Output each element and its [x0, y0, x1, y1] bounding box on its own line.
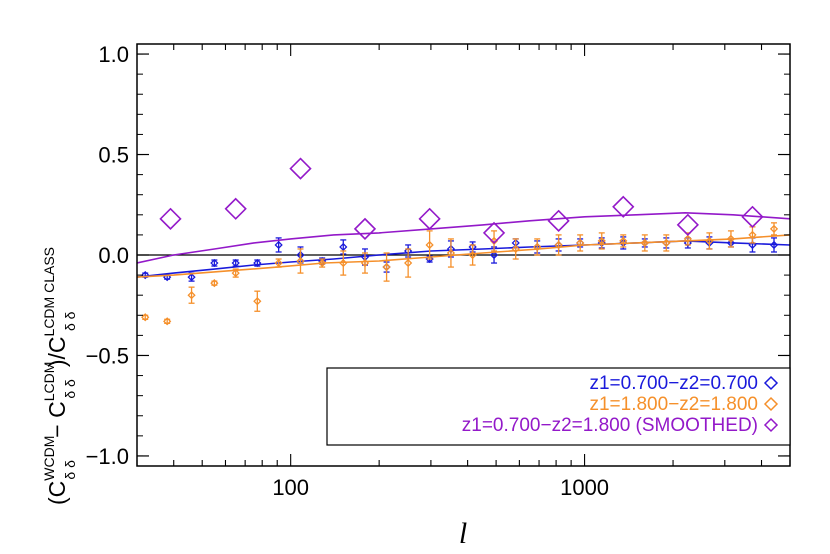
ylabel-sup1: WCDM	[41, 436, 57, 481]
ylabel-sub3: δ δ	[62, 311, 78, 331]
x-axis-title: l	[459, 517, 467, 550]
data-point	[741, 205, 764, 228]
ylabel-open: (C	[44, 481, 70, 505]
data-point	[425, 240, 434, 250]
data-point	[210, 258, 219, 268]
data-point	[418, 207, 441, 230]
series-0	[137, 236, 790, 282]
data-point	[224, 197, 247, 220]
data-point	[619, 236, 628, 246]
data-point	[662, 238, 671, 248]
data-point	[726, 234, 736, 244]
data-point	[187, 291, 196, 300]
data-point	[253, 258, 262, 268]
data-point	[640, 238, 649, 248]
data-point	[404, 258, 413, 268]
ylabel-close: )/C	[44, 336, 70, 367]
data-point	[748, 230, 757, 240]
data-point	[163, 317, 172, 326]
legend: z1=0.700−z2=0.700z1=1.800−z2=1.800z1=0.7…	[326, 367, 791, 446]
ylabel-minus: − C	[44, 401, 70, 444]
y-axis: −1.0 −0.5 0.0 0.5 1.0	[86, 42, 790, 469]
data-point	[231, 268, 240, 278]
x-axis: 100 1000	[136, 44, 791, 500]
data-point	[683, 238, 692, 248]
data-point	[382, 262, 391, 272]
data-point	[274, 240, 283, 250]
data-point	[210, 279, 219, 288]
data-point	[446, 248, 456, 258]
data-point	[253, 297, 262, 306]
data-point	[547, 209, 570, 232]
y-tick-label: 0.0	[98, 243, 129, 268]
data-point	[159, 207, 182, 230]
legend-label-0: z1=0.700−z2=0.700	[589, 373, 758, 394]
data-point	[468, 250, 477, 260]
legend-marker-2	[763, 417, 779, 433]
legend-label-1: z1=1.800−z2=1.800	[589, 394, 758, 415]
data-point	[187, 272, 196, 282]
data-point	[683, 234, 692, 244]
data-point	[748, 240, 757, 250]
data-point	[533, 242, 542, 252]
data-point	[318, 258, 327, 268]
data-point	[489, 250, 499, 260]
data-point	[141, 270, 150, 280]
data-point	[141, 313, 150, 322]
ylabel-sup3: LCDM CLASS	[41, 247, 57, 336]
y-tick-label: −1.0	[86, 444, 129, 469]
data-point	[769, 224, 779, 233]
legend-box	[326, 367, 791, 446]
data-point	[353, 217, 377, 241]
series-1	[137, 222, 790, 326]
ylabel-sup2: LCDM	[41, 362, 57, 402]
data-point	[554, 240, 563, 250]
data-point	[482, 221, 506, 245]
y-axis-title: (CWCDM δ δ − CLCDM δ δ )/CLCDM CLASS δ δ	[41, 247, 78, 505]
x-tick-label: 1000	[560, 475, 609, 500]
series-2	[137, 157, 790, 264]
y-tick-label: −0.5	[86, 343, 129, 368]
data-point	[576, 238, 585, 248]
data-point	[339, 258, 348, 268]
x-tick-label: 100	[272, 475, 309, 500]
y-tick-label: 1.0	[98, 42, 129, 67]
data-point	[597, 236, 606, 246]
data-point	[705, 236, 714, 246]
data-point	[274, 258, 283, 268]
plot-area	[136, 43, 791, 467]
data-point	[339, 242, 348, 252]
data-point	[360, 258, 370, 268]
ylabel-sub1: δ δ	[62, 460, 78, 480]
data-point	[231, 258, 240, 268]
data-point	[676, 213, 699, 236]
series-line-2	[137, 211, 790, 264]
data-point	[511, 244, 520, 254]
y-tick-label: 0.5	[98, 143, 129, 168]
data-point	[296, 256, 305, 266]
legend-marker-0	[763, 375, 779, 391]
legend-marker-1	[763, 396, 779, 412]
data-point	[612, 195, 635, 218]
series-line-1	[137, 234, 790, 278]
ylabel-sub2: δ δ	[62, 379, 78, 399]
legend-label-2: z1=0.700−z2=1.800 (SMOOTHED)	[462, 415, 758, 436]
data-point	[289, 157, 312, 180]
data-point	[769, 240, 779, 250]
